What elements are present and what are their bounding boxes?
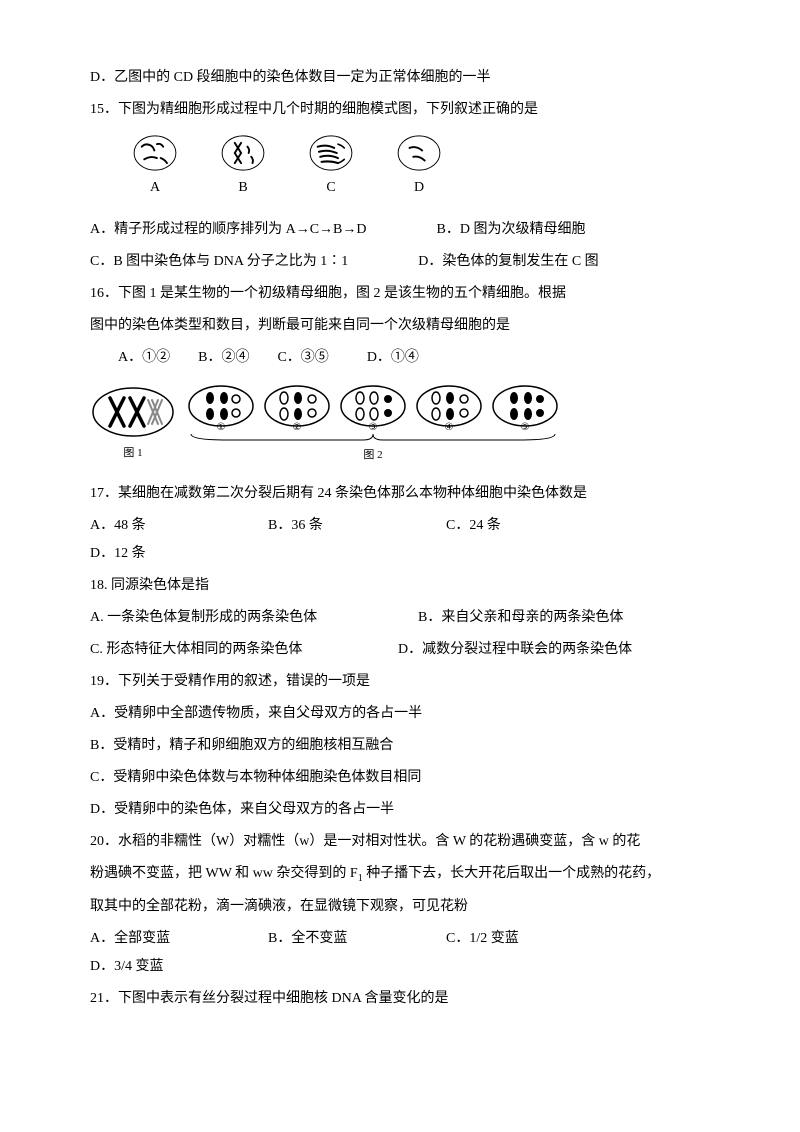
q15-cell-d: D	[382, 134, 456, 202]
q20-option-d: D．3/4 变蓝	[90, 953, 164, 981]
q15-option-a: A．精子形成过程的顺序排列为 A→C→B→D	[90, 216, 367, 244]
q16-fig2: ① ② ③	[186, 382, 560, 466]
q20-stem2b: 种子播下去，长大开花后取出一个成熟的花药，	[363, 866, 661, 881]
q15-option-d: D．染色体的复制发生在 C 图	[418, 248, 598, 276]
q20-option-c: C．1/2 变蓝	[446, 925, 586, 953]
q15-label-b: B	[238, 174, 247, 202]
q17-option-d: D．12 条	[90, 540, 146, 568]
q15-cell-b: B	[206, 134, 280, 202]
q15-label-a: A	[150, 174, 160, 202]
q18-option-d: D．减数分裂过程中联会的两条染色体	[398, 636, 632, 664]
q17-options: A．48 条 B．36 条 C．24 条 D．12 条	[90, 512, 710, 568]
q20-stem2a: 粉遇碘不变蓝，把 WW 和 ww 杂交得到的 F	[90, 866, 358, 881]
svg-text:②: ②	[293, 422, 302, 432]
q19-option-b: B．受精时，精子和卵细胞双方的细胞核相互融合	[90, 732, 710, 760]
q20-option-b: B．全不变蓝	[268, 925, 408, 953]
svg-text:⑤: ⑤	[521, 422, 530, 432]
q15-label-d: D	[414, 174, 424, 202]
q20-stem3: 取其中的全部花粉，滴一滴碘液，在显微镜下观察，可见花粉	[90, 893, 710, 921]
q15-options-row2: C．B 图中染色体与 DNA 分子之比为 1∶1 D．染色体的复制发生在 C 图	[90, 248, 710, 276]
q16-brace	[187, 432, 559, 442]
svg-text:①: ①	[217, 422, 226, 432]
q16-option-d: D．①④	[367, 344, 419, 372]
q16-option-b: B．②④	[198, 344, 249, 372]
q16-cell-4: ④	[414, 382, 484, 432]
q17-stem: 17．某细胞在减数第二次分裂后期有 24 条染色体那么本物种体细胞中染色体数是	[90, 480, 710, 508]
q16-caption1: 图 1	[123, 442, 142, 464]
q17-option-b: B．36 条	[268, 512, 408, 540]
svg-text:④: ④	[445, 422, 454, 432]
q15-cell-c: C	[294, 134, 368, 202]
q19-option-a: A．受精卵中全部遗传物质，来自父母双方的各占一半	[90, 700, 710, 728]
q15-cell-a: A	[118, 134, 192, 202]
q15-option-b: B．D 图为次级精母细胞	[437, 216, 586, 244]
q18-option-b: B．来自父亲和母亲的两条染色体	[418, 604, 623, 632]
q16-cell-5: ⑤	[490, 382, 560, 432]
q15-options-row1: A．精子形成过程的顺序排列为 A→C→B→D B．D 图为次级精母细胞	[90, 216, 710, 244]
q18-option-a: A. 一条染色体复制形成的两条染色体	[90, 604, 380, 632]
q16-caption2: 图 2	[363, 444, 382, 466]
q16-fig1: 图 1	[90, 384, 176, 464]
q15-label-c: C	[326, 174, 335, 202]
q16-cell-1: ①	[186, 382, 256, 432]
q16-option-a: A．①②	[118, 344, 170, 372]
q20-option-a: A．全部变蓝	[90, 925, 230, 953]
q16-figure: 图 1 ① ②	[90, 382, 710, 466]
svg-text:③: ③	[369, 422, 378, 432]
q15-figure: A B C	[90, 134, 710, 202]
q18-options-row2: C. 形态特征大体相同的两条染色体 D．减数分裂过程中联会的两条染色体	[90, 636, 710, 664]
q20-stem1: 20．水稻的非糯性（W）对糯性（w）是一对相对性状。含 W 的花粉遇碘变蓝，含 …	[90, 828, 710, 856]
q18-stem: 18. 同源染色体是指	[90, 572, 710, 600]
q16-cell-2: ②	[262, 382, 332, 432]
q19-option-c: C．受精卵中染色体数与本物种体细胞染色体数目相同	[90, 764, 710, 792]
q21-stem: 21．下图中表示有丝分裂过程中细胞核 DNA 含量变化的是	[90, 985, 710, 1013]
q19-option-d: D．受精卵中的染色体，来自父母双方的各占一半	[90, 796, 710, 824]
q15-option-c: C．B 图中染色体与 DNA 分子之比为 1∶1	[90, 248, 348, 276]
q16-options: A．①② B．②④ C．③⑤ D．①④	[90, 344, 710, 372]
q14-option-d: D．乙图中的 CD 段细胞中的染色体数目一定为正常体细胞的一半	[90, 64, 710, 92]
q17-option-c: C．24 条	[446, 512, 586, 540]
q20-options: A．全部变蓝 B．全不变蓝 C．1/2 变蓝 D．3/4 变蓝	[90, 925, 710, 981]
q16-option-c: C．③⑤	[277, 344, 328, 372]
q19-stem: 19．下列关于受精作用的叙述，错误的一项是	[90, 668, 710, 696]
q20-stem2: 粉遇碘不变蓝，把 WW 和 ww 杂交得到的 F1 种子播下去，长大开花后取出一…	[90, 860, 710, 889]
q16-stem1: 16．下图 1 是某生物的一个初级精母细胞，图 2 是该生物的五个精细胞。根据	[90, 280, 710, 308]
q16-stem2: 图中的染色体类型和数目，判断最可能来自同一个次级精母细胞的是	[90, 312, 710, 340]
q18-option-c: C. 形态特征大体相同的两条染色体	[90, 636, 360, 664]
q16-cell-3: ③	[338, 382, 408, 432]
q18-options-row1: A. 一条染色体复制形成的两条染色体 B．来自父亲和母亲的两条染色体	[90, 604, 710, 632]
q15-stem: 15．下图为精细胞形成过程中几个时期的细胞模式图，下列叙述正确的是	[90, 96, 710, 124]
q17-option-a: A．48 条	[90, 512, 230, 540]
